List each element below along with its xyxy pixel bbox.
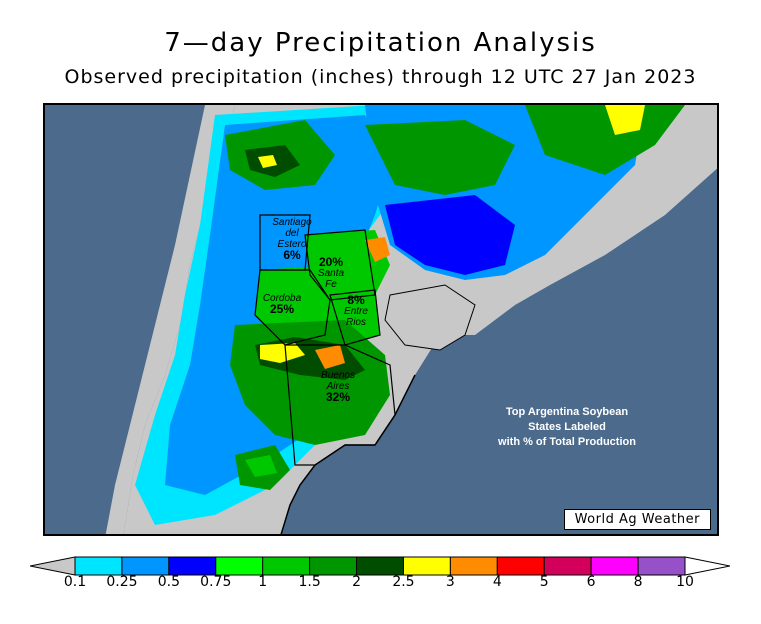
legend-tick-label: 0.25 xyxy=(106,574,138,590)
legend-swatch xyxy=(590,556,639,576)
legend-tick-label: 1 xyxy=(258,574,268,590)
legend-tick-label: 0.75 xyxy=(200,574,232,590)
precip-south-inner xyxy=(245,455,277,477)
legend-tick-label: 1.5 xyxy=(298,574,321,590)
legend-swatch xyxy=(356,556,404,576)
legend-tick-label: 4 xyxy=(492,574,502,590)
legend-tick-label: 8 xyxy=(633,574,643,590)
border-cordoba xyxy=(254,269,331,346)
legend-tick-label: 10 xyxy=(676,574,694,590)
border-buenosaires xyxy=(284,344,396,466)
legend-swatch xyxy=(74,556,123,576)
production-note: Top Argentina Soybean States Labeled wit… xyxy=(498,406,636,448)
legend-tick-label: 3 xyxy=(445,574,455,590)
legend-labels: 0.1 0.25 0.5 0.75 1 1.5 2 2.5 3 4 5 6 8 10 xyxy=(0,574,761,594)
legend-tick-label: 0.5 xyxy=(157,574,180,590)
precip-3-ne xyxy=(605,105,645,135)
legend-swatch xyxy=(262,556,311,576)
label-santa-fe: 20% Santa Fe xyxy=(317,255,345,290)
legend-tick-label: 2.5 xyxy=(392,574,415,590)
precipitation-map: Santiago del Estero 6% 20% Santa Fe Cord… xyxy=(43,103,719,536)
label-buenos-aires: Buenos Aires 32% xyxy=(321,370,355,404)
border-entrerios xyxy=(329,289,381,346)
legend-swatch xyxy=(121,556,170,576)
precip-1.5-ne xyxy=(525,105,685,175)
chart-subtitle: Observed precipitation (inches) through … xyxy=(64,66,697,88)
uruguay-land xyxy=(384,284,476,351)
label-entre-rios: 8% Entre Rios xyxy=(344,293,368,328)
precip-4-santafe xyxy=(365,237,390,262)
legend-tick-label: 2 xyxy=(352,574,361,590)
precip-0.5 xyxy=(385,195,515,275)
legend-swatch xyxy=(449,556,498,576)
legend-tick-label: 6 xyxy=(586,574,596,590)
legend-swatch xyxy=(496,556,545,576)
legend-swatch xyxy=(402,556,451,576)
precip-4-pampa xyxy=(315,345,345,369)
legend-swatch xyxy=(543,556,592,576)
legend-below-arrow xyxy=(30,556,76,576)
precip-3-nw xyxy=(258,155,277,168)
legend-swatch xyxy=(168,556,217,576)
precip-3-pampa xyxy=(260,343,305,363)
legend-tick-label: 5 xyxy=(539,574,549,590)
chart-title: 7—day Precipitation Analysis xyxy=(164,28,597,58)
color-legend xyxy=(30,556,730,576)
credit-label: World Ag Weather xyxy=(563,509,711,530)
border-santafe xyxy=(304,229,376,301)
label-santiago-del-estero: Santiago del Estero 6% xyxy=(272,217,312,262)
label-cordoba: Cordoba 25% xyxy=(262,293,302,316)
legend-above-arrow xyxy=(684,556,730,576)
legend-swatch xyxy=(215,556,264,576)
legend-swatch xyxy=(309,556,358,576)
legend-tick-label: 0.1 xyxy=(63,574,87,590)
legend-swatch xyxy=(637,556,686,576)
precip-1.5-north xyxy=(365,120,515,195)
map-graphic xyxy=(45,105,717,534)
